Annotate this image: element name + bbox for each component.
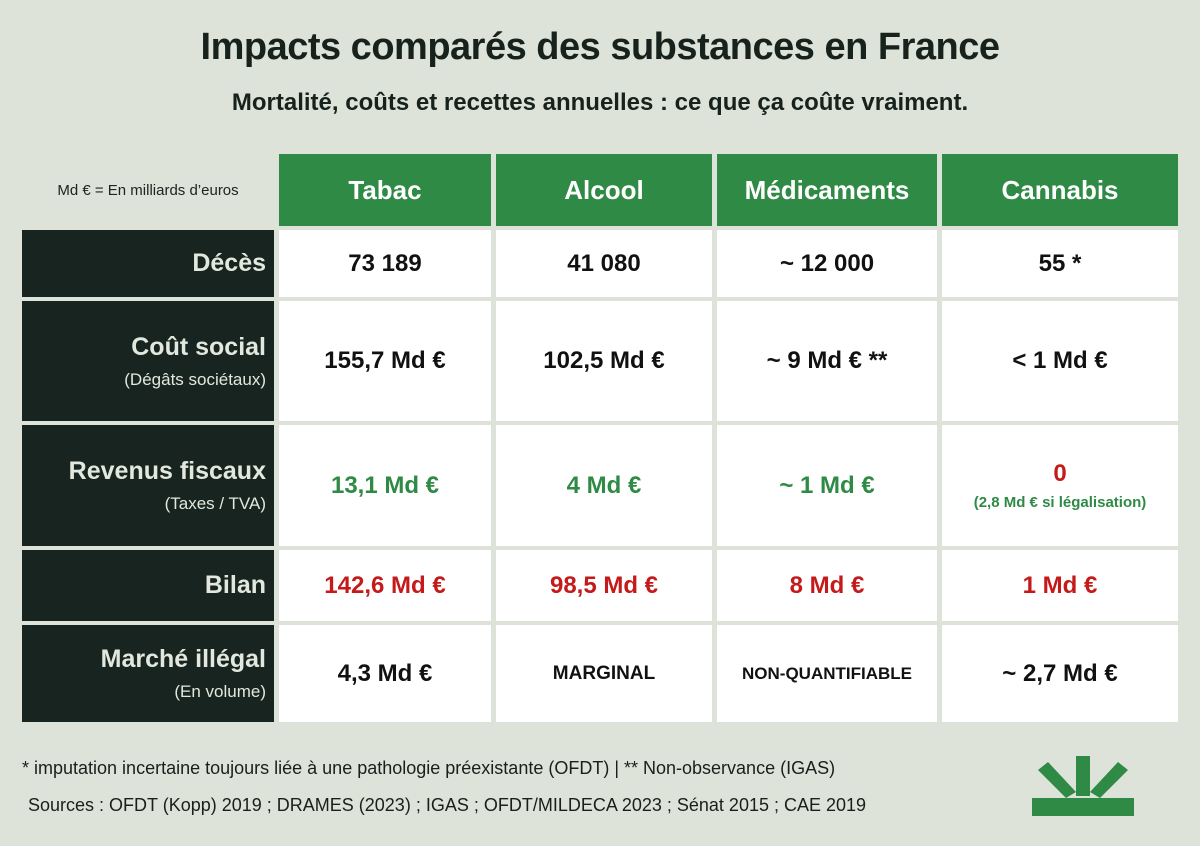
cell-revenus-tabac: 13,1 Md € — [279, 425, 491, 546]
page-subtitle: Mortalité, coûts et recettes annuelles :… — [231, 89, 969, 116]
row-label: Revenus fiscaux — [68, 457, 266, 485]
cell-deces-medicaments: ~ 12 000 — [717, 230, 937, 297]
cell-cout-social-medicaments: ~ 9 Md € ** — [717, 301, 937, 421]
row-header-deces: Décès — [22, 230, 274, 297]
row-sublabel: (Taxes / TVA) — [164, 494, 266, 513]
row-sublabel: (En volume) — [174, 682, 266, 701]
cell-marche-tabac: 4,3 Md € — [279, 625, 491, 722]
cell-cout-social-tabac: 155,7 Md € — [279, 301, 491, 421]
column-header-alcool: Alcool — [496, 154, 712, 226]
legalisation-note: (2,8 Md € si légalisation) — [973, 494, 1147, 511]
row-header-revenus-fiscaux: Revenus fiscaux (Taxes / TVA) — [22, 425, 274, 546]
column-header-tabac: Tabac — [279, 154, 491, 226]
row-label: Coût social — [131, 332, 266, 361]
cell-revenus-medicaments: ~ 1 Md € — [717, 425, 937, 546]
row-label: Décès — [192, 249, 266, 277]
cell-bilan-alcool: 98,5 Md € — [496, 550, 712, 621]
cell-marche-medicaments: NON-QUANTIFIABLE — [717, 625, 937, 722]
sunrise-rays-logo-icon — [1032, 756, 1134, 816]
cell-marche-cannabis: ~ 2,7 Md € — [942, 625, 1178, 722]
sources: Sources : OFDT (Kopp) 2019 ; DRAMES (202… — [28, 795, 867, 815]
cell-revenus-alcool: 4 Md € — [496, 425, 712, 546]
row-header-marche-illegal: Marché illégal (En volume) — [22, 625, 274, 722]
cell-bilan-tabac: 142,6 Md € — [279, 550, 491, 621]
cell-bilan-medicaments: 8 Md € — [717, 550, 937, 621]
page-title: Impacts comparés des substances en Franc… — [200, 26, 1000, 68]
row-sublabel: (Dégâts sociétaux) — [124, 369, 266, 389]
unit-legend: Md € = En milliards d’euros — [57, 181, 239, 199]
cell-cout-social-cannabis: < 1 Md € — [942, 301, 1178, 421]
column-header-medicaments: Médicaments — [717, 154, 937, 226]
cell-value: 0 — [1053, 460, 1067, 487]
row-header-cout-social: Coût social (Dégâts sociétaux) — [22, 301, 274, 421]
column-header-cannabis: Cannabis — [942, 154, 1178, 226]
row-header-bilan: Bilan — [22, 550, 274, 621]
cell-deces-tabac: 73 189 — [279, 230, 491, 297]
cell-deces-alcool: 41 080 — [496, 230, 712, 297]
cell-bilan-cannabis: 1 Md € — [942, 550, 1178, 621]
cell-deces-cannabis: 55 * — [942, 230, 1178, 297]
footnote: * imputation incertaine toujours liée à … — [22, 758, 836, 778]
cell-revenus-cannabis: 0 (2,8 Md € si légalisation) — [942, 425, 1178, 546]
row-label: Bilan — [204, 571, 266, 599]
cell-cout-social-alcool: 102,5 Md € — [496, 301, 712, 421]
cell-marche-alcool: MARGINAL — [496, 625, 712, 722]
row-label: Marché illégal — [100, 645, 266, 673]
